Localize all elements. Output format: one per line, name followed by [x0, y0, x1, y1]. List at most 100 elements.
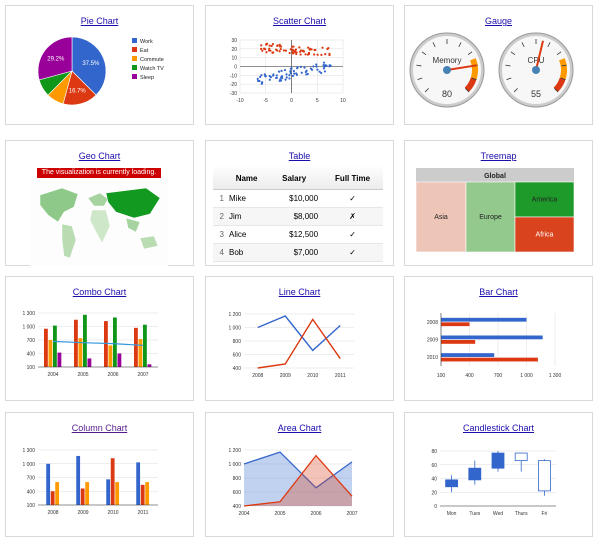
table-header-full-time[interactable]: Full Time	[322, 167, 383, 190]
table-header-name[interactable]: Name	[227, 167, 267, 190]
scatter-point	[293, 72, 296, 75]
scatter-point	[264, 48, 267, 51]
line-chart-link[interactable]: Line Chart	[278, 287, 321, 297]
y-tick-label: 1 000	[228, 462, 241, 468]
x-tick-label: Fri	[541, 511, 547, 517]
y-tick-label: 0	[234, 65, 237, 71]
column-chart-link[interactable]: Column Chart	[71, 423, 128, 433]
cell-salary: $7,000	[266, 243, 323, 262]
x-tick-label: 2006	[107, 372, 118, 378]
treemap-node	[514, 181, 575, 218]
cell-full-time: ✓	[322, 189, 383, 208]
y-tick-label: 400	[27, 352, 36, 358]
x-tick-label: 0	[290, 98, 293, 104]
gauge-tick	[513, 88, 518, 93]
candle-body	[468, 467, 482, 481]
map-region	[89, 209, 111, 244]
combo-bar	[143, 324, 147, 367]
gauge-tick	[561, 64, 567, 67]
map-region	[87, 192, 109, 207]
column-chart-card: Column Chart	[5, 412, 194, 537]
cell-full-time: ✓	[322, 243, 383, 262]
x-tick-label: 2005	[274, 511, 285, 517]
treemap-link[interactable]: Treemap	[480, 151, 517, 161]
scatter-point	[271, 43, 274, 46]
candlestick-chart-card: Candlestick Chart	[404, 412, 593, 537]
table-row[interactable]: 4 Bob $7,000 ✓	[213, 243, 383, 262]
table-row[interactable]: 1 Mike $10,000 ✓	[213, 189, 383, 208]
y-tick-label: 1 000	[228, 326, 241, 332]
scatter-point	[284, 78, 287, 81]
scatter-point	[304, 70, 307, 74]
gauge-value: 80	[442, 89, 452, 99]
y-tick-label: 100	[27, 503, 36, 509]
cell-name: Alice	[227, 225, 267, 244]
geo-chart-link[interactable]: Geo Chart	[78, 151, 121, 161]
column-bar	[50, 491, 55, 505]
x-tick-label: 2010	[107, 510, 118, 516]
map-region	[139, 235, 159, 250]
combo-bar	[74, 319, 78, 367]
candlestick-chart-link[interactable]: Candlestick Chart	[462, 423, 535, 433]
column-bar	[110, 458, 115, 505]
map-region	[61, 223, 77, 259]
x-tick-label: 2008	[252, 373, 263, 379]
y-tick-label: 1 200	[228, 448, 241, 454]
scatter-point	[322, 67, 325, 70]
gauge-tick	[416, 64, 422, 67]
scatter-point	[265, 42, 269, 45]
y-tick-label: 2009	[427, 338, 438, 344]
pie-slice-label: 37.5%	[82, 61, 100, 67]
scatter-point	[299, 53, 302, 56]
scatter-point	[277, 70, 281, 73]
map-region	[105, 187, 161, 219]
scatter-point	[288, 51, 291, 55]
gauge-label: Memory	[433, 56, 462, 65]
x-tick-label: Thurs	[515, 511, 528, 517]
scatter-point	[324, 53, 327, 56]
x-tick-label: 2011	[138, 510, 149, 516]
combo-bar	[83, 314, 87, 367]
gauge-link[interactable]: Gauge	[484, 16, 513, 26]
combo-bar	[138, 339, 143, 367]
scatter-point	[325, 64, 328, 67]
cell-full-time: ✗	[322, 207, 383, 226]
scatter-point	[260, 74, 263, 77]
table-link[interactable]: Table	[288, 151, 311, 161]
table-row[interactable]: 2 Jim $8,000 ✗	[213, 207, 383, 226]
x-tick-label: 2009	[280, 373, 291, 379]
legend-swatch	[132, 56, 137, 61]
pie-chart-link[interactable]: Pie Chart	[80, 16, 119, 26]
combo-bar	[53, 325, 57, 367]
scatter-point	[318, 70, 321, 73]
area-line	[243, 454, 353, 507]
gauge-tick	[421, 51, 427, 56]
table-header-salary[interactable]: Salary	[266, 167, 323, 190]
scatter-point	[278, 43, 281, 46]
scatter-point	[322, 61, 326, 64]
x-tick-label: 2006	[310, 511, 321, 517]
scatter-point	[272, 74, 275, 77]
x-tick-label: 2007	[137, 372, 148, 378]
scatter-point	[269, 49, 272, 52]
scatter-chart-link[interactable]: Scatter Chart	[272, 16, 327, 26]
gauge-hub	[532, 66, 540, 74]
bar-chart-link[interactable]: Bar Chart	[479, 287, 518, 297]
y-tick-label: -10	[230, 73, 237, 79]
scatter-point	[328, 64, 331, 67]
legend-label: Work	[140, 39, 153, 45]
combo-chart-link[interactable]: Combo Chart	[72, 287, 127, 297]
area-chart-link[interactable]: Area Chart	[277, 423, 322, 433]
area-line	[243, 451, 353, 489]
treemap-node-label: America	[532, 197, 558, 204]
scatter-point	[306, 72, 309, 76]
gauge-band	[553, 77, 566, 92]
y-tick-label: 400	[27, 489, 36, 495]
scatter-point	[328, 52, 331, 55]
table-row[interactable]: 3 Alice $12,500 ✓	[213, 225, 383, 244]
scatter-point	[289, 72, 292, 75]
gauge-tick	[505, 64, 511, 67]
y-tick-label: -30	[230, 91, 237, 97]
scatter-point	[264, 75, 267, 78]
